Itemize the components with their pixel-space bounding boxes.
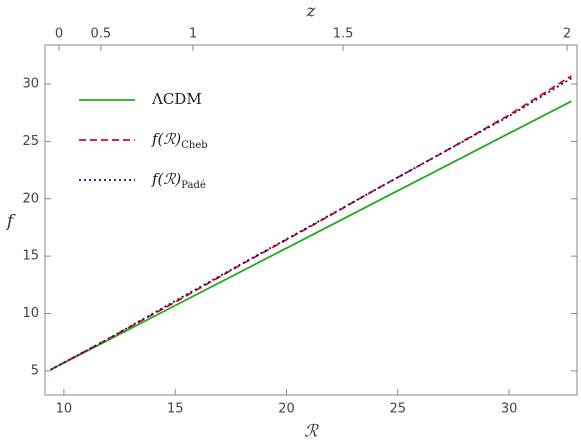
legend-label: f(ℛ)Cheb <box>151 130 208 151</box>
x2-tick-label: 0 <box>55 27 63 42</box>
y-tick-label: 15 <box>22 249 39 264</box>
legend-label: f(ℛ)Padé <box>151 170 206 191</box>
y-tick-label: 20 <box>22 191 39 206</box>
legend-subscript: Cheb <box>181 140 207 151</box>
legend-label: ΛCDM <box>151 90 202 108</box>
y-axis-label: f <box>5 212 16 232</box>
legend-subscript: Padé <box>181 180 206 191</box>
legend-name: f(ℛ) <box>151 130 181 148</box>
x2-axis-label: z <box>306 2 317 22</box>
x2-tick-label: 0.5 <box>91 27 112 42</box>
x-tick-label: 25 <box>390 402 407 417</box>
series-line <box>50 100 572 371</box>
x2-tick-label: 1 <box>189 27 197 42</box>
y-tick-label: 10 <box>22 306 39 321</box>
plot-frame <box>44 44 578 396</box>
x-tick-label: 20 <box>278 402 295 417</box>
y-tick-label: 25 <box>22 134 39 149</box>
x2-tick-label: 1.5 <box>333 27 354 42</box>
legend-name: f(ℛ) <box>151 170 181 188</box>
y-tick-label: 5 <box>31 363 39 378</box>
x-axis-label: ℛ <box>304 422 319 442</box>
x-tick-label: 15 <box>167 402 184 417</box>
series-line <box>50 75 572 371</box>
x2-tick-label: 2 <box>563 27 571 42</box>
x-tick-label: 30 <box>501 402 518 417</box>
x-tick-label: 10 <box>56 402 73 417</box>
legend-name: ΛCDM <box>151 90 202 108</box>
y-tick-label: 30 <box>22 77 39 92</box>
series-line <box>50 77 572 371</box>
